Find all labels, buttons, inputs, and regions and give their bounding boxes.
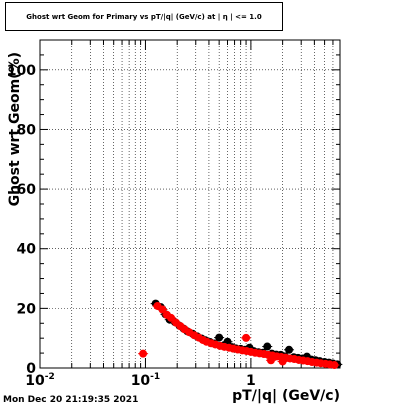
data-point [167, 313, 176, 322]
data-points [138, 299, 343, 370]
data-point [242, 333, 251, 342]
y-tick-label: 80 [17, 122, 37, 138]
y-tick-label: 100 [7, 63, 36, 79]
data-point [158, 305, 167, 314]
y-tick-label: 20 [17, 301, 37, 317]
data-point [285, 345, 294, 354]
plot-frame [39, 39, 341, 369]
x-tick-label: 1 [246, 373, 256, 389]
x-tick-label: 10-2 [25, 372, 54, 389]
chart-title: Ghost wrt Geom for Primary vs pT/|q| (Ge… [26, 12, 262, 21]
timestamp-footer: Mon Dec 20 21:19:35 2021 [3, 395, 139, 405]
data-point [278, 357, 287, 366]
y-tick-label: 60 [17, 182, 37, 198]
chart-title-box: Ghost wrt Geom for Primary vs pT/|q| (Ge… [5, 2, 283, 31]
y-tick-label: 0 [26, 361, 36, 377]
x-axis-label: pT/|q| (GeV/c) [232, 388, 340, 404]
data-point [330, 361, 339, 370]
data-point [266, 356, 275, 365]
x-tick-label: 10-1 [131, 372, 160, 389]
data-point [139, 349, 148, 358]
axis-ticks: 0 20 40 60 80 100 10-2 10-1 1 [7, 39, 341, 389]
grid [40, 40, 341, 368]
y-axis-label: Ghost wrt Geom(%) [7, 52, 23, 206]
y-tick-label: 40 [17, 242, 37, 258]
data-point [263, 342, 272, 351]
data-point [215, 333, 224, 342]
